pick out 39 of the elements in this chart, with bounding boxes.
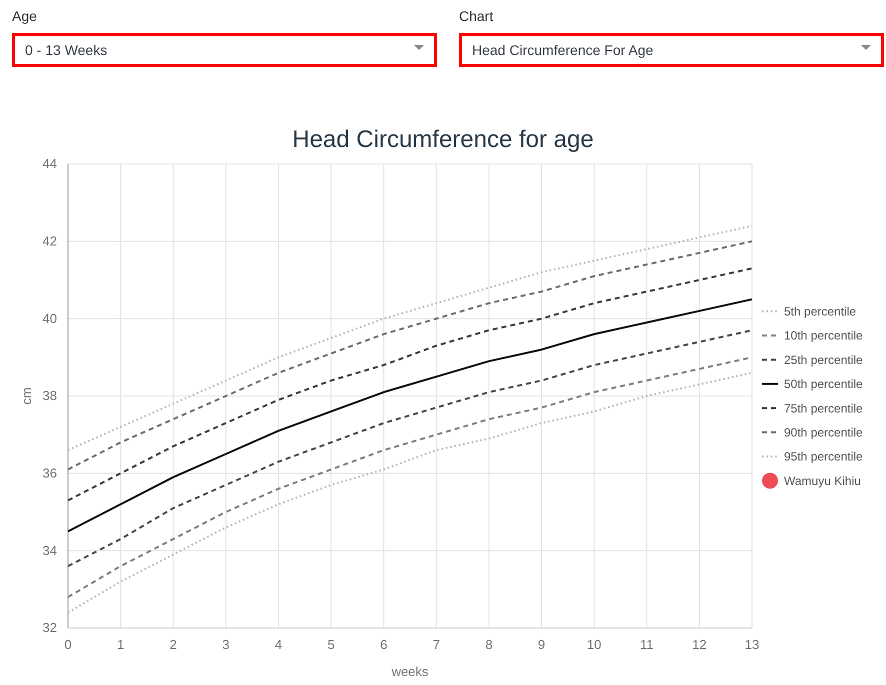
legend-label: 50th percentile: [784, 377, 864, 392]
x-axis-title: weeks: [390, 664, 429, 679]
x-tick-label: 8: [485, 637, 493, 652]
x-tick-label: 6: [380, 637, 388, 652]
x-tick-label: 5: [327, 637, 335, 652]
legend-label: Wamuyu Kihiu: [784, 474, 861, 488]
dropdown-field: 0 - 13 Weeks: [12, 33, 437, 67]
legend-label: 25th percentile: [784, 352, 864, 367]
legend-label: 95th percentile: [784, 450, 864, 464]
y-tick-label: 36: [42, 465, 57, 480]
y-tick-label: 32: [42, 620, 57, 636]
y-tick-label: 38: [42, 388, 57, 404]
legend-label: 90th percentile: [784, 426, 864, 440]
x-tick-label: 10: [586, 637, 602, 652]
line-series: [67, 267, 753, 502]
x-tick-label: 7: [432, 637, 440, 652]
x-tick-label: 0: [64, 637, 72, 652]
legend-label: 5th percentile: [784, 304, 856, 318]
x-tick-label: 3: [222, 637, 230, 652]
line-series: [67, 298, 753, 532]
y-tick-label: 40: [42, 310, 57, 326]
x-tick-label: 2: [170, 637, 177, 652]
y-tick-label: 42: [42, 233, 57, 248]
text: Age: [12, 8, 38, 24]
legend-label: 75th percentile: [784, 401, 864, 416]
y-tick-label: 34: [42, 542, 57, 558]
line-series: [67, 329, 753, 568]
x-tick-label: 9: [538, 637, 546, 652]
chart-title: Head Circumference for age: [292, 126, 594, 153]
x-tick-label: 12: [692, 637, 707, 652]
x-tick-label: 11: [640, 637, 654, 652]
x-tick-label: 1: [117, 637, 124, 652]
y-tick-label: 44: [42, 156, 57, 172]
legend-label: 10th percentile: [784, 328, 864, 343]
dropdown-field: Head Circumference For Age: [459, 33, 884, 67]
x-tick-label: 4: [274, 637, 282, 652]
x-tick-label: 13: [744, 637, 760, 652]
text: Chart: [459, 8, 494, 24]
y-axis-title: cm: [19, 387, 34, 405]
